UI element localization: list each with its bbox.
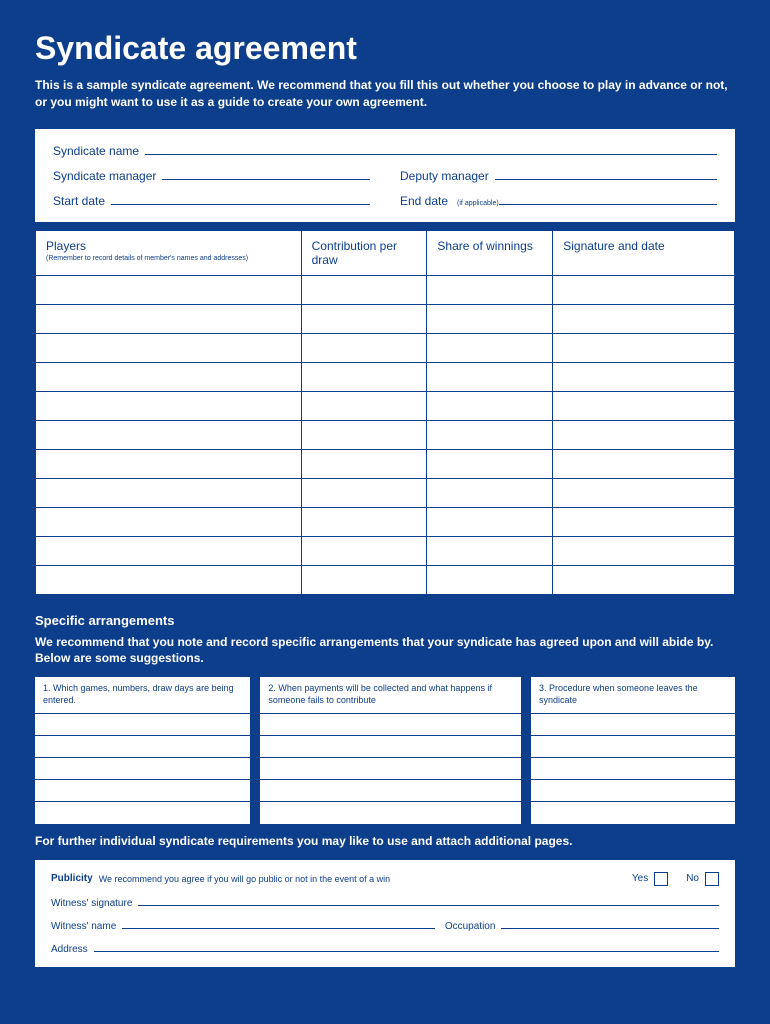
syndicate-manager-label: Syndicate manager <box>53 169 156 183</box>
arrangement-row[interactable] <box>260 758 521 780</box>
deputy-manager-field[interactable]: Deputy manager <box>400 168 717 183</box>
arrangement-row[interactable] <box>260 714 521 736</box>
witness-signature-label: Witness' signature <box>51 898 132 909</box>
table-row[interactable] <box>36 304 735 333</box>
deputy-manager-label: Deputy manager <box>400 169 489 183</box>
arrangement-row[interactable] <box>531 714 735 736</box>
table-row[interactable] <box>36 333 735 362</box>
arrangement-row[interactable] <box>35 780 250 802</box>
occupation-field[interactable]: Occupation <box>445 919 719 932</box>
table-row[interactable] <box>36 449 735 478</box>
arrangement-row[interactable] <box>531 780 735 802</box>
end-date-label: End date <box>400 194 448 208</box>
witness-signature-field[interactable]: Witness' signature <box>51 896 719 909</box>
publicity-label: Publicity <box>51 873 93 884</box>
yes-checkbox[interactable] <box>654 872 668 886</box>
arrangement-row[interactable] <box>260 736 521 758</box>
arrangement-row[interactable] <box>260 780 521 802</box>
intro-text: This is a sample syndicate agreement. We… <box>35 77 735 111</box>
players-table: Players (Remember to record details of m… <box>35 230 735 595</box>
arrangement-row[interactable] <box>531 802 735 824</box>
witness-name-label: Witness' name <box>51 921 116 932</box>
end-date-field[interactable]: End date (if applicable) <box>400 193 717 208</box>
arrangement-header-2: 2. When payments will be collected and w… <box>260 677 521 713</box>
table-row[interactable] <box>36 536 735 565</box>
page-title: Syndicate agreement <box>35 30 735 67</box>
arrangement-row[interactable] <box>35 758 250 780</box>
further-text: For further individual syndicate require… <box>35 834 735 848</box>
arrangement-row[interactable] <box>35 802 250 824</box>
address-field[interactable]: Address <box>51 942 719 955</box>
players-header: Players (Remember to record details of m… <box>36 230 302 275</box>
address-label: Address <box>51 944 88 955</box>
table-row[interactable] <box>36 420 735 449</box>
no-checkbox[interactable] <box>705 872 719 886</box>
no-label: No <box>686 873 699 884</box>
occupation-label: Occupation <box>445 921 496 932</box>
share-header: Share of winnings <box>427 230 553 275</box>
table-row[interactable] <box>36 391 735 420</box>
arrangement-header-3: 3. Procedure when someone leaves the syn… <box>531 677 735 713</box>
info-box: Syndicate name Syndicate manager Deputy … <box>35 129 735 222</box>
table-row[interactable] <box>36 478 735 507</box>
arrangement-box-1[interactable]: 1. Which games, numbers, draw days are b… <box>35 677 250 823</box>
syndicate-name-field[interactable]: Syndicate name <box>53 143 717 158</box>
table-row[interactable] <box>36 275 735 304</box>
table-row[interactable] <box>36 362 735 391</box>
arrangement-row[interactable] <box>260 802 521 824</box>
arrangement-header-1: 1. Which games, numbers, draw days are b… <box>35 677 250 713</box>
arrangement-row[interactable] <box>35 714 250 736</box>
publicity-box: Publicity We recommend you agree if you … <box>35 860 735 967</box>
start-date-field[interactable]: Start date <box>53 193 370 208</box>
syndicate-manager-field[interactable]: Syndicate manager <box>53 168 370 183</box>
publicity-text: We recommend you agree if you will go pu… <box>99 874 612 884</box>
table-row[interactable] <box>36 565 735 594</box>
syndicate-name-label: Syndicate name <box>53 144 139 158</box>
arrangement-row[interactable] <box>531 758 735 780</box>
witness-name-field[interactable]: Witness' name <box>51 919 435 932</box>
arrangement-box-3[interactable]: 3. Procedure when someone leaves the syn… <box>531 677 735 823</box>
signature-header: Signature and date <box>553 230 735 275</box>
arrangements-title: Specific arrangements <box>35 613 735 628</box>
arrangement-row[interactable] <box>531 736 735 758</box>
yes-label: Yes <box>632 873 648 884</box>
table-row[interactable] <box>36 507 735 536</box>
arrangements-boxes: 1. Which games, numbers, draw days are b… <box>35 677 735 823</box>
arrangements-text: We recommend that you note and record sp… <box>35 634 735 668</box>
start-date-label: Start date <box>53 194 105 208</box>
end-date-sub: (if applicable) <box>457 200 499 207</box>
arrangement-row[interactable] <box>35 736 250 758</box>
arrangement-box-2[interactable]: 2. When payments will be collected and w… <box>260 677 521 823</box>
contribution-header: Contribution per draw <box>301 230 427 275</box>
